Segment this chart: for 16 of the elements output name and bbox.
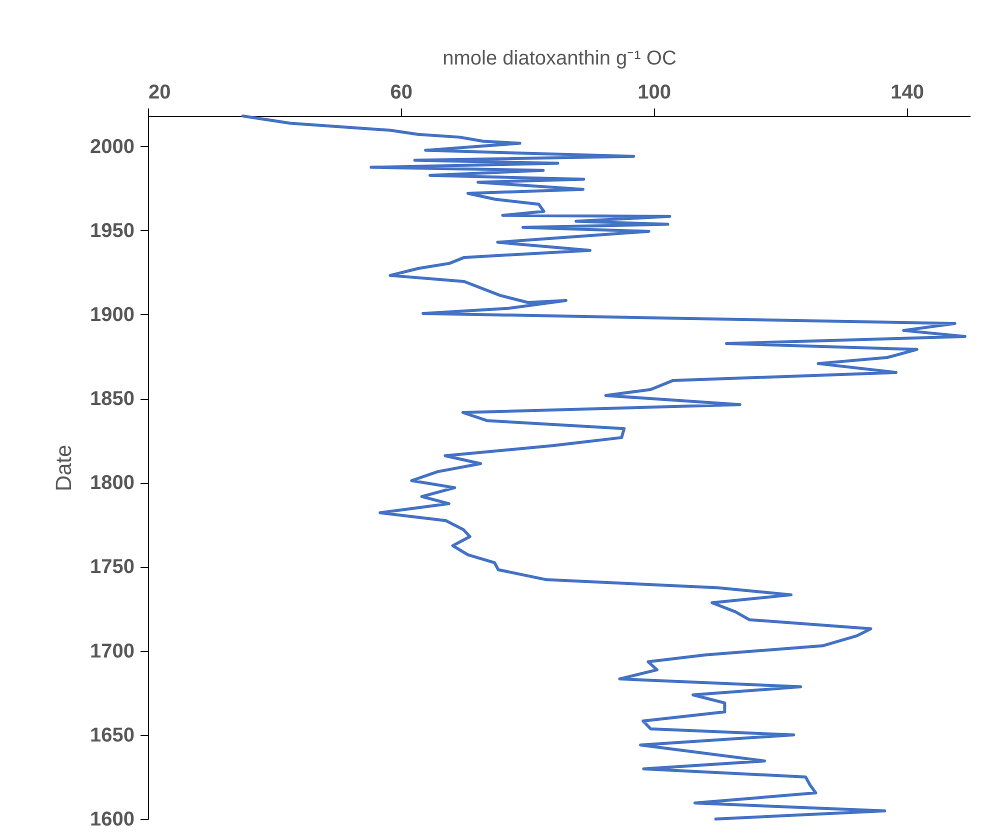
x-tick-label: 140	[890, 82, 924, 104]
line-series	[241, 114, 966, 820]
y-tick-label: 1850	[90, 388, 134, 410]
y-tick-label: 1650	[90, 724, 134, 746]
y-tick-label: 2000	[90, 136, 134, 158]
y-tick-label: 1600	[90, 808, 134, 830]
y-tick-label: 1900	[90, 304, 134, 326]
x-tick-label: 20	[148, 82, 171, 104]
x-tick-label: 100	[638, 82, 672, 104]
y-tick-label: 1800	[90, 472, 134, 494]
y-tick-label: 1750	[90, 556, 134, 578]
x-tick-label: 60	[390, 82, 413, 104]
y-tick-label: 1950	[90, 220, 134, 242]
y-tick-label: 1700	[90, 640, 134, 662]
y-axis-title: Date	[51, 444, 76, 492]
x-axis-title: nmole diatoxanthin g⁻¹ OC	[442, 48, 676, 70]
